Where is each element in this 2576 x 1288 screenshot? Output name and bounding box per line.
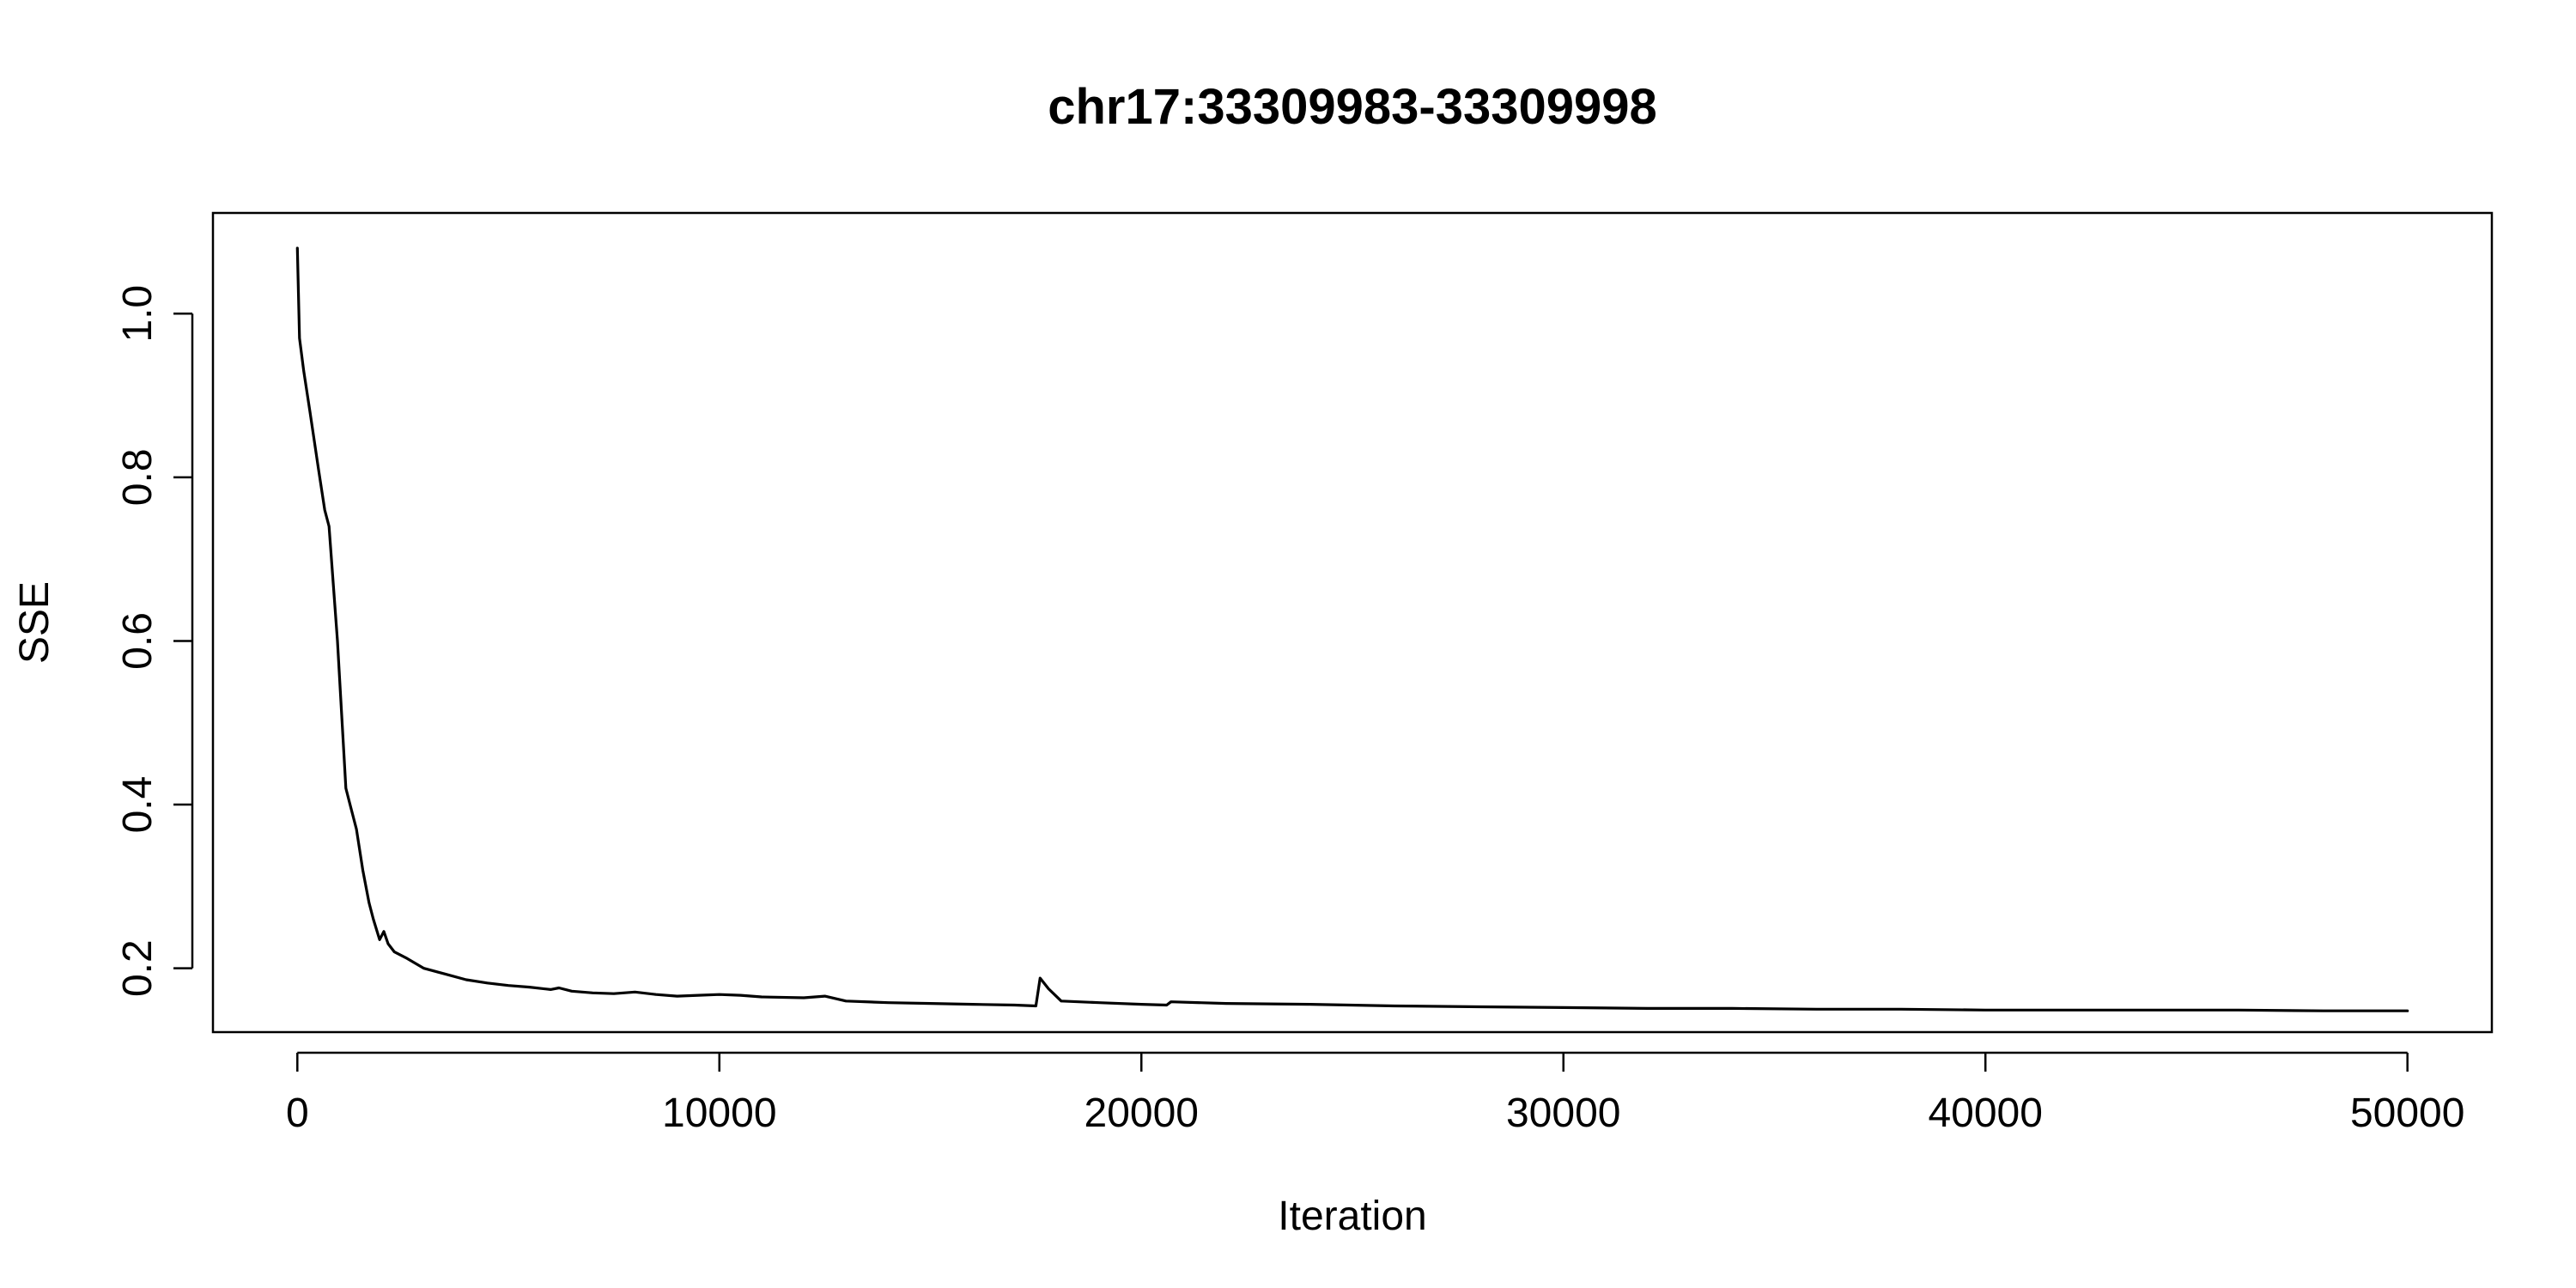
- y-tick-label: 0.8: [115, 448, 161, 506]
- x-tick-label: 0: [286, 1091, 309, 1136]
- y-axis: 0.2 0.4 0.6 0.8 1.0: [115, 285, 194, 997]
- chart-title: chr17:33309983-33309998: [1048, 79, 1657, 135]
- y-tick-label: 0.4: [115, 776, 161, 834]
- x-axis: 0 10000 20000 30000 40000 50000: [286, 1051, 2464, 1136]
- plot-frame: [211, 211, 2494, 1034]
- series-line: [295, 246, 2409, 1012]
- y-axis-label: SSE: [12, 581, 58, 664]
- x-tick-label: 40000: [1928, 1091, 2042, 1136]
- series-layer: [295, 246, 2409, 1012]
- y-tick-label: 0.2: [115, 939, 161, 997]
- y-tick-label: 0.6: [115, 612, 161, 670]
- x-tick-label: 30000: [1506, 1091, 1620, 1136]
- x-axis-label: Iteration: [1278, 1194, 1426, 1239]
- y-tick-label: 1.0: [115, 285, 161, 343]
- x-tick-label: 50000: [2350, 1091, 2464, 1136]
- x-tick-label: 20000: [1084, 1091, 1199, 1136]
- x-tick-label: 10000: [662, 1091, 776, 1136]
